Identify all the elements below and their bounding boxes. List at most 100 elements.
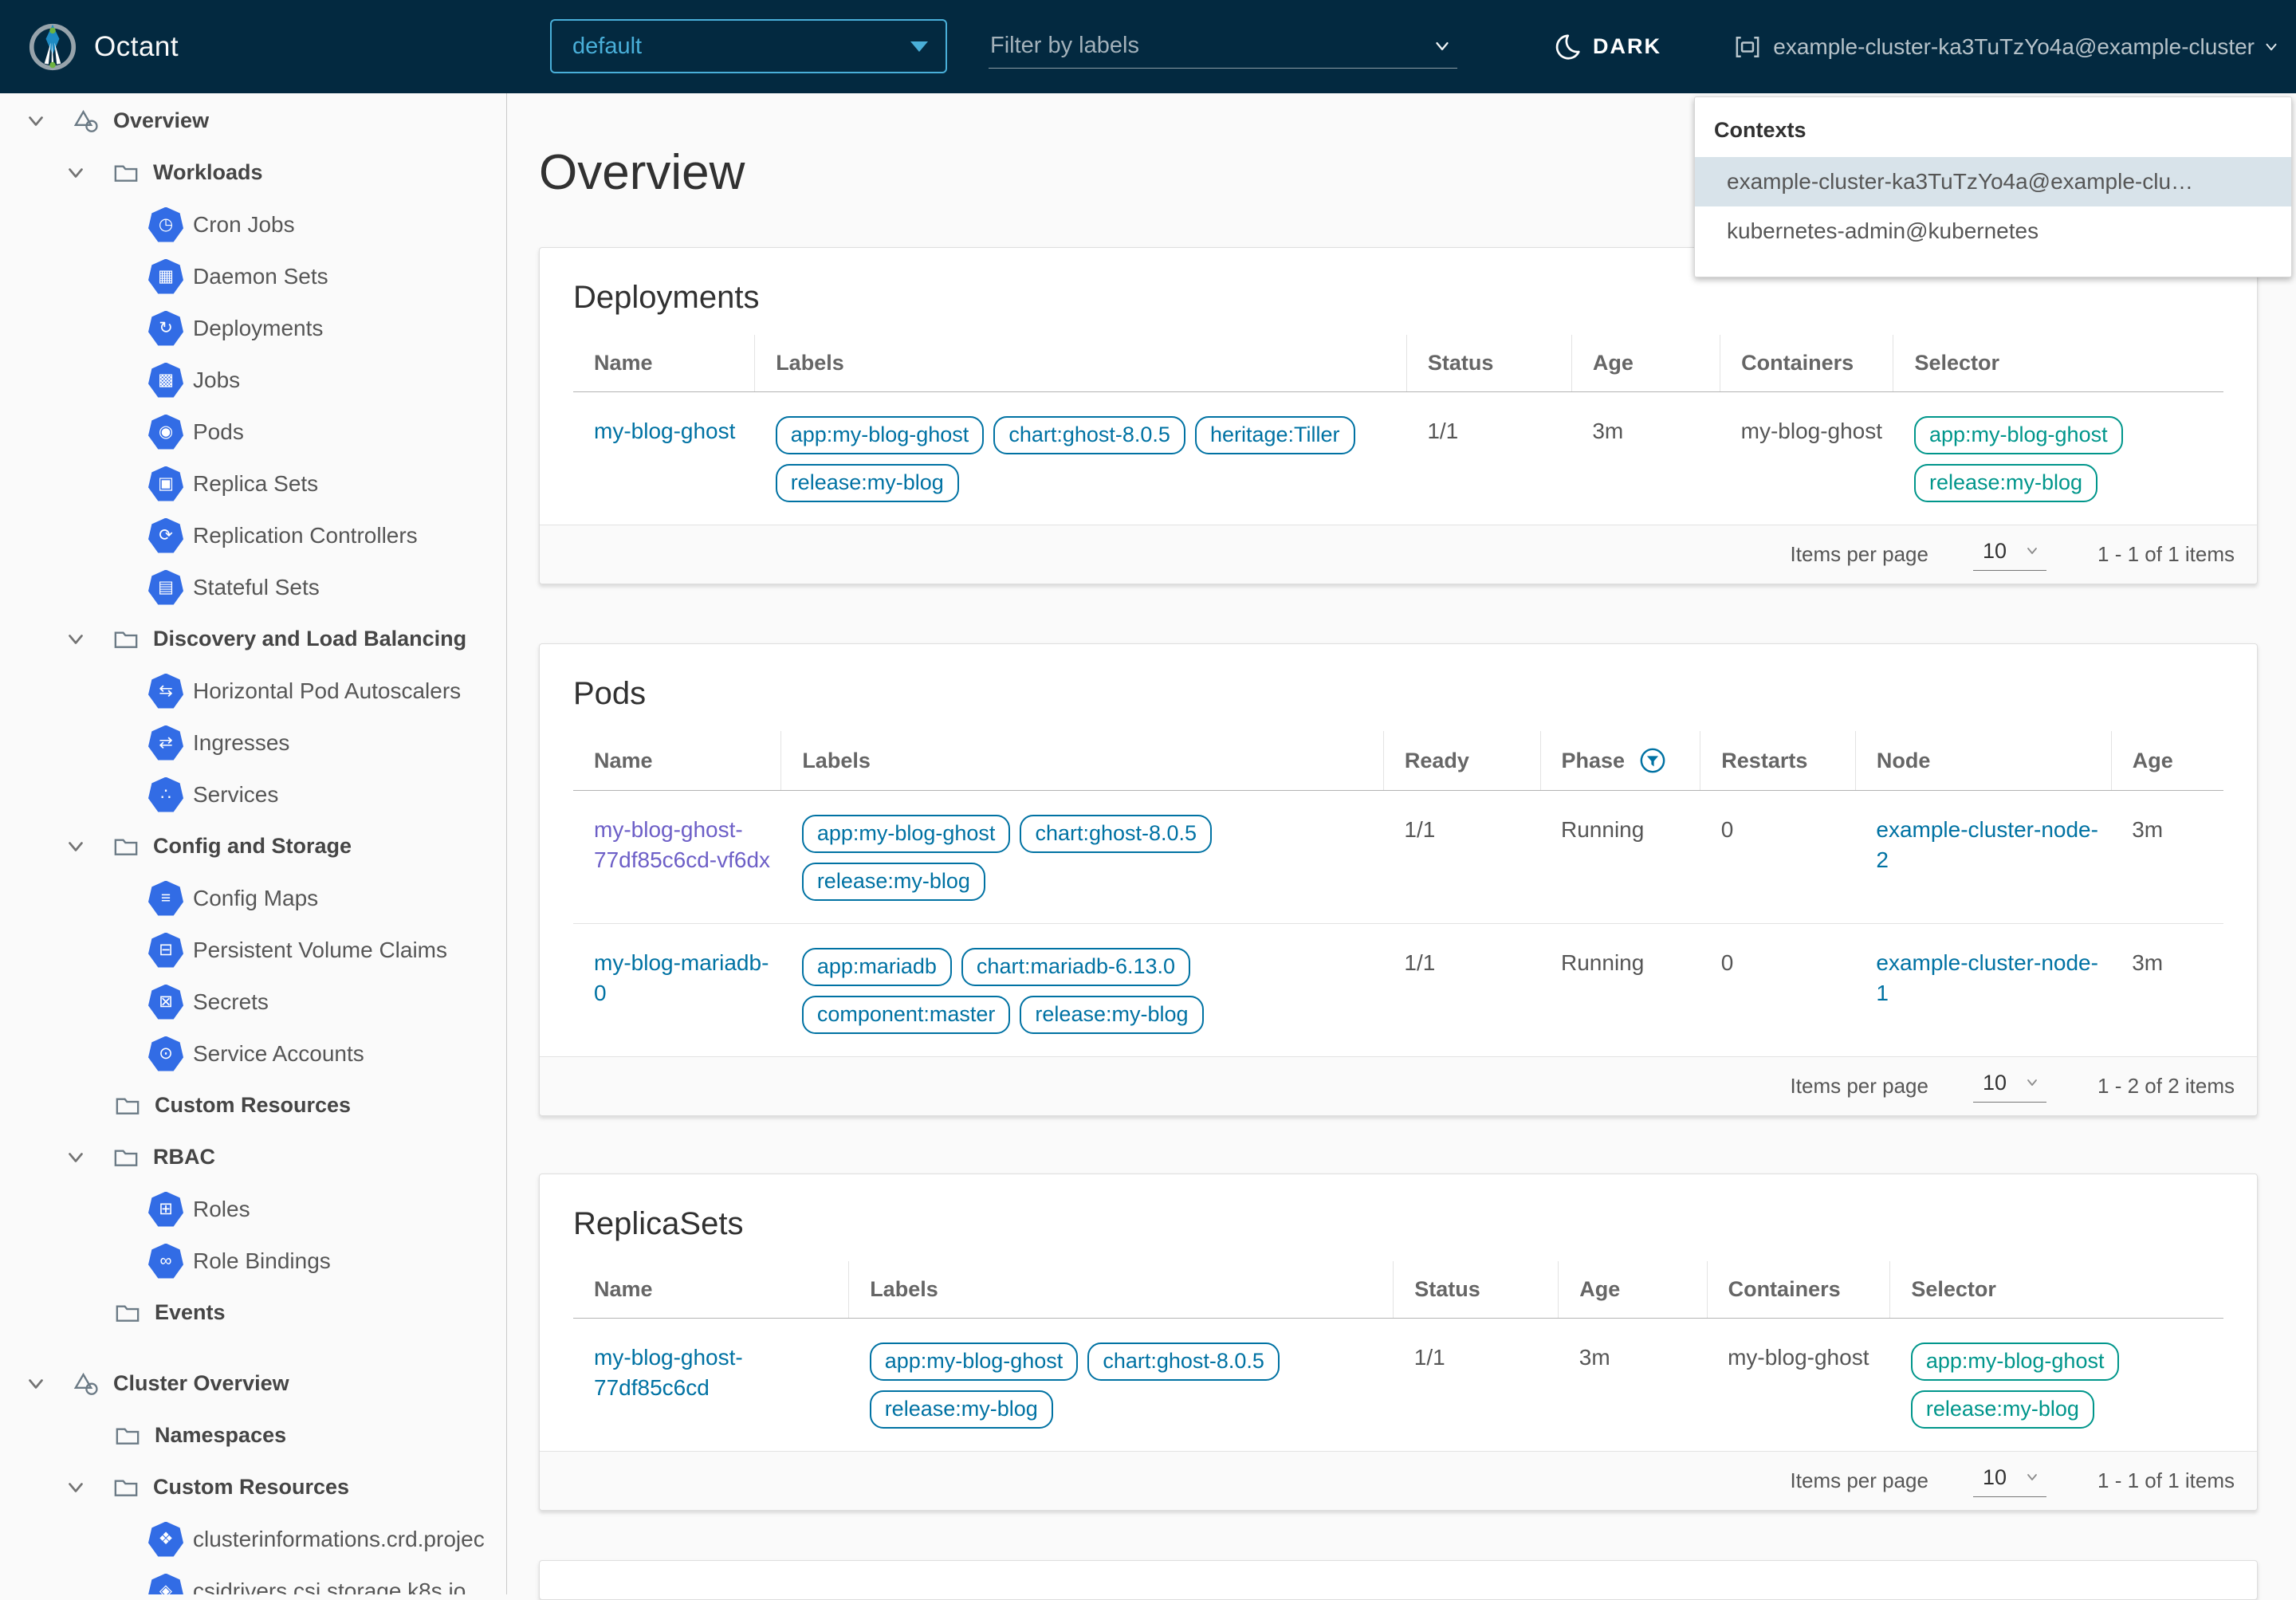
sidebar-item-label: Config Maps bbox=[193, 886, 318, 911]
column-header[interactable]: Node bbox=[1855, 731, 2111, 791]
items-per-page-select[interactable]: 10 bbox=[1973, 1071, 2046, 1103]
sidebar-item-config-and-storage[interactable]: Config and Storage bbox=[0, 820, 506, 872]
context-menu-trigger[interactable]: example-cluster-ka3TuTzYo4a@example-clus… bbox=[1733, 0, 2280, 93]
sidebar-item-secrets[interactable]: ⊠Secrets bbox=[0, 976, 506, 1028]
column-header[interactable]: Age bbox=[2111, 731, 2223, 791]
sidebar-item-config-maps[interactable]: ≡Config Maps bbox=[0, 872, 506, 924]
sidebar-item-persistent-volume-claims[interactable]: ⊟Persistent Volume Claims bbox=[0, 924, 506, 976]
items-per-page-select[interactable]: 10 bbox=[1973, 1465, 2046, 1497]
context-menu-item[interactable]: example-cluster-ka3TuTzYo4a@example-clu… bbox=[1695, 157, 2291, 206]
chevron-down-icon bbox=[2263, 38, 2280, 56]
roles-icon: ⊞ bbox=[148, 1192, 183, 1227]
column-header[interactable]: Labels bbox=[849, 1261, 1394, 1319]
replicationcontrollers-icon: ⟳ bbox=[148, 518, 183, 553]
sidebar-item-clusterinformations-crd-projec[interactable]: ❖clusterinformations.crd.projec bbox=[0, 1513, 506, 1565]
column-header[interactable]: Containers bbox=[1720, 335, 1893, 392]
sidebar-item-ingresses[interactable]: ⇄Ingresses bbox=[0, 717, 506, 769]
sidebar-item-replica-sets[interactable]: ▣Replica Sets bbox=[0, 458, 506, 509]
restarts-cell: 0 bbox=[1700, 791, 1856, 924]
sidebar-item-workloads[interactable]: Workloads bbox=[0, 147, 506, 199]
deployment-link[interactable]: my-blog-ghost bbox=[594, 419, 735, 443]
label-tag: component:master bbox=[802, 996, 1011, 1034]
sidebar-item-pods[interactable]: ◉ Pods bbox=[0, 406, 506, 458]
pagination-range: 1 - 1 of 1 items bbox=[2097, 542, 2235, 567]
sidebar-item-role-bindings[interactable]: ∞Role Bindings bbox=[0, 1235, 506, 1287]
pod-link[interactable]: my-blog-mariadb-0 bbox=[594, 950, 769, 1005]
custom-resource-icon: ◈ bbox=[148, 1574, 183, 1595]
pods-icon: ◉ bbox=[148, 415, 183, 450]
sidebar-item-stateful-sets[interactable]: ▤Stateful Sets bbox=[0, 561, 506, 613]
sidebar-item-roles[interactable]: ⊞Roles bbox=[0, 1183, 506, 1235]
sidebar-item-csidrivers-csi-storage-k8s-io[interactable]: ◈csidrivers.csi.storage.k8s.io bbox=[0, 1565, 506, 1594]
chevron-down-icon bbox=[2024, 1075, 2040, 1091]
column-header[interactable]: Name bbox=[573, 335, 755, 392]
sidebar-item-jobs[interactable]: ▩Jobs bbox=[0, 354, 506, 406]
items-per-page-select[interactable]: 10 bbox=[1973, 539, 2046, 571]
ready-cell: 1/1 bbox=[1383, 924, 1540, 1057]
chevron-down-icon bbox=[2024, 543, 2040, 559]
sidebar-item-cluster-overview[interactable]: Cluster Overview bbox=[0, 1358, 506, 1409]
pods-card: Pods Name Labels Ready Phase bbox=[539, 643, 2258, 1116]
sidebar-item-daemon-sets[interactable]: ▦Daemon Sets bbox=[0, 250, 506, 302]
column-header[interactable]: Restarts bbox=[1700, 731, 1856, 791]
pod-link[interactable]: my-blog-ghost-77df85c6cd-vf6dx bbox=[594, 817, 770, 872]
sidebar-item-label: Events bbox=[155, 1300, 226, 1325]
folder-icon bbox=[112, 1473, 140, 1502]
restarts-cell: 0 bbox=[1700, 924, 1856, 1057]
replicasets-table: Name Labels Status Age Containers Select… bbox=[573, 1261, 2223, 1451]
column-header[interactable]: Age bbox=[1559, 1261, 1707, 1319]
namespace-select[interactable]: default bbox=[550, 19, 947, 73]
sidebar-item-replication-controllers[interactable]: ⟳ Replication Controllers bbox=[0, 509, 506, 561]
sidebar-item-overview[interactable]: Overview bbox=[0, 95, 506, 147]
column-header[interactable]: Status bbox=[1406, 335, 1571, 392]
column-header[interactable]: Phase bbox=[1540, 731, 1700, 791]
sidebar-item-label: Pods bbox=[193, 419, 244, 445]
replicaset-link[interactable]: my-blog-ghost-77df85c6cd bbox=[594, 1345, 743, 1400]
replicasets-icon: ▣ bbox=[148, 466, 183, 501]
column-header[interactable]: Name bbox=[573, 731, 781, 791]
node-link[interactable]: example-cluster-node-1 bbox=[1876, 950, 2098, 1005]
label-filter-field[interactable] bbox=[989, 24, 1457, 69]
sidebar-item-custom-resources[interactable]: Custom Resources bbox=[0, 1079, 506, 1131]
items-per-page-label: Items per page bbox=[1791, 1468, 1928, 1493]
jobs-icon: ▩ bbox=[148, 363, 183, 398]
column-header[interactable]: Containers bbox=[1707, 1261, 1890, 1319]
column-header[interactable]: Status bbox=[1394, 1261, 1559, 1319]
sidebar-item-cron-jobs[interactable]: ◷Cron Jobs bbox=[0, 199, 506, 250]
sidebar-item-rbac[interactable]: RBAC bbox=[0, 1131, 506, 1183]
chevron-down-icon[interactable] bbox=[1432, 36, 1453, 57]
column-header[interactable]: Ready bbox=[1383, 731, 1540, 791]
sidebar-item-label: Custom Resources bbox=[153, 1475, 349, 1500]
column-header[interactable]: Selector bbox=[1890, 1261, 2223, 1319]
column-header[interactable]: Labels bbox=[755, 335, 1407, 392]
pagination-footer: Items per page 10 1 - 1 of 1 items bbox=[540, 1451, 2257, 1510]
sidebar-item-label: Replication Controllers bbox=[193, 523, 418, 548]
column-header[interactable]: Selector bbox=[1893, 335, 2223, 392]
context-menu-item[interactable]: kubernetes-admin@kubernetes bbox=[1695, 206, 2291, 256]
main-content: Overview Deployments Name Labels Status … bbox=[508, 93, 2296, 1600]
sidebar-item-service-accounts[interactable]: ⊙Service Accounts bbox=[0, 1028, 506, 1079]
column-header[interactable]: Labels bbox=[781, 731, 1384, 791]
chevron-down-icon bbox=[64, 1476, 88, 1500]
column-header[interactable]: Age bbox=[1571, 335, 1720, 392]
label-filter-input[interactable] bbox=[989, 32, 1432, 60]
sidebar-item-events[interactable]: Events bbox=[0, 1287, 506, 1339]
chevron-down-icon bbox=[64, 1146, 88, 1170]
sidebar-item-label: Daemon Sets bbox=[193, 264, 328, 289]
sidebar-item-deployments[interactable]: ↻Deployments bbox=[0, 302, 506, 354]
app-header: Octant default DARK example-cluster-ka3T… bbox=[0, 0, 2296, 93]
table-header-row: Name Labels Status Age Containers Select… bbox=[573, 1261, 2223, 1319]
services-icon: ∴ bbox=[148, 777, 183, 812]
sidebar-item-services[interactable]: ∴Services bbox=[0, 769, 506, 820]
sidebar-item-custom-resources[interactable]: Custom Resources bbox=[0, 1461, 506, 1513]
sidebar-item-namespaces[interactable]: Namespaces bbox=[0, 1409, 506, 1461]
items-per-page-label: Items per page bbox=[1791, 542, 1928, 567]
containers-cell: my-blog-ghost bbox=[1720, 392, 1893, 525]
dark-theme-toggle[interactable]: DARK bbox=[1553, 0, 1661, 93]
filter-icon[interactable] bbox=[1639, 747, 1666, 774]
sidebar-item-discovery-and-load-balancing[interactable]: Discovery and Load Balancing bbox=[0, 613, 506, 665]
column-header[interactable]: Name bbox=[573, 1261, 849, 1319]
sidebar-item-horizontal-pod-autoscalers[interactable]: ⇆Horizontal Pod Autoscalers bbox=[0, 665, 506, 717]
node-link[interactable]: example-cluster-node-2 bbox=[1876, 817, 2098, 872]
objects-icon bbox=[72, 1370, 100, 1398]
